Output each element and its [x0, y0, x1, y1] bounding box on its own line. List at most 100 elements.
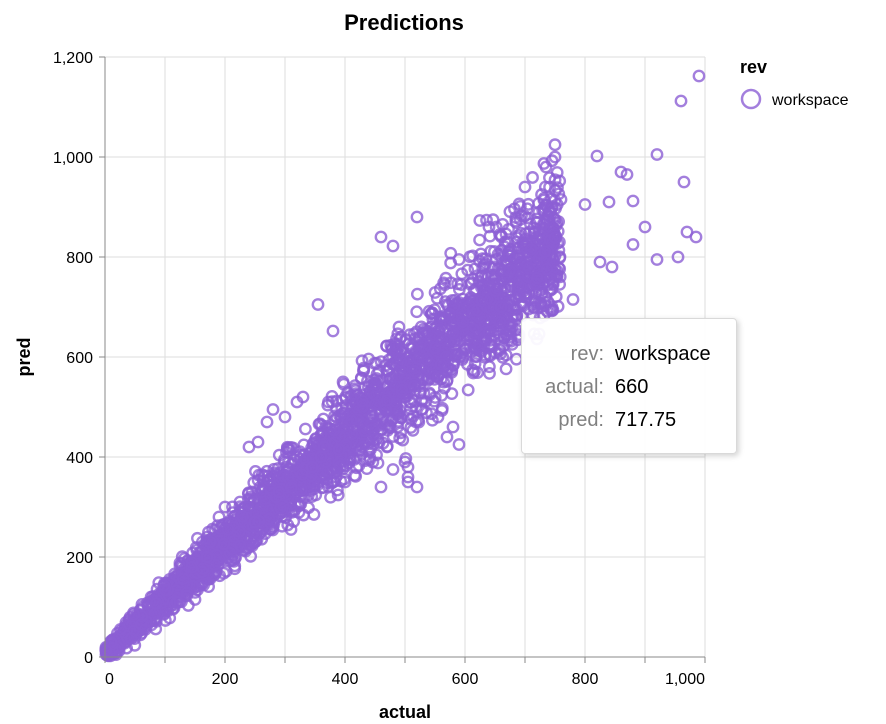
data-point [626, 194, 640, 208]
data-point [425, 407, 438, 421]
data-point [530, 231, 543, 245]
data-point [124, 631, 138, 645]
data-point [395, 383, 409, 397]
data-point [286, 441, 300, 455]
data-point [327, 423, 341, 437]
data-point [114, 622, 127, 636]
data-point [502, 249, 516, 263]
data-point [149, 597, 163, 610]
data-point [339, 459, 353, 473]
data-point [452, 253, 466, 266]
data-point [475, 293, 489, 307]
data-point [389, 339, 403, 352]
data-point [480, 213, 493, 227]
data-point [170, 595, 184, 609]
data-point [602, 195, 616, 209]
data-point [386, 239, 400, 253]
y-tick-label: 200 [66, 550, 93, 567]
tooltip-key-pred: pred: [558, 409, 604, 431]
data-point [349, 469, 363, 483]
data-point [524, 243, 538, 257]
data-point [284, 523, 298, 536]
data-point [407, 327, 421, 341]
data-point [593, 255, 607, 269]
data-point [552, 261, 566, 275]
data-point [578, 198, 592, 211]
data-point [522, 261, 536, 275]
data-point [456, 322, 470, 336]
data-point [638, 220, 652, 234]
data-point [620, 168, 634, 181]
data-point [473, 233, 487, 247]
data-point [394, 355, 408, 369]
data-point [200, 550, 214, 564]
chart-title: Predictions [344, 10, 464, 35]
data-point [482, 325, 496, 339]
data-point [245, 485, 259, 499]
data-point [471, 303, 484, 317]
data-point [284, 481, 298, 495]
data-point [368, 398, 382, 411]
data-point [474, 269, 488, 283]
y-tick-label: 800 [66, 250, 93, 267]
data-point [272, 485, 286, 499]
data-point [188, 593, 202, 606]
data-point [529, 286, 543, 300]
data-point [539, 299, 552, 312]
data-point [336, 406, 350, 420]
data-point [515, 209, 528, 222]
tooltip-value-rev: workspace [615, 343, 711, 365]
data-point [540, 253, 553, 267]
data-point [99, 644, 113, 657]
data-point [410, 480, 424, 494]
data-point [331, 488, 345, 502]
data-point [296, 390, 310, 404]
data-point [410, 287, 424, 301]
data-point [689, 230, 703, 244]
data-point [249, 507, 263, 520]
data-point [332, 443, 346, 456]
data-point [305, 460, 319, 474]
data-point [344, 414, 358, 428]
data-point [406, 341, 420, 355]
data-point [185, 560, 199, 574]
data-point [401, 460, 415, 474]
data-point [357, 363, 370, 377]
data-point [483, 366, 496, 380]
data-point [504, 330, 518, 344]
data-point [295, 468, 309, 482]
data-point [461, 263, 475, 277]
data-point [166, 595, 180, 609]
data-point [192, 579, 206, 593]
data-point [456, 315, 470, 329]
data-point [483, 260, 497, 274]
data-point [428, 286, 442, 299]
data-point [371, 456, 385, 470]
data-point [497, 263, 511, 277]
data-point [127, 608, 141, 621]
data-point [388, 395, 402, 408]
data-point [442, 307, 456, 321]
data-point [311, 298, 325, 311]
data-point [424, 307, 438, 321]
data-point [217, 537, 231, 551]
data-point [365, 423, 379, 437]
data-point [280, 440, 294, 454]
data-point [212, 510, 226, 524]
data-point [502, 222, 515, 236]
data-point [218, 500, 232, 514]
data-point [262, 473, 276, 487]
data-point [380, 440, 394, 454]
data-point [463, 338, 477, 352]
data-point [507, 300, 521, 314]
data-point [454, 278, 468, 291]
data-point [548, 150, 562, 164]
data-point [489, 284, 502, 298]
x-tick-label: 1,000 [665, 671, 705, 688]
data-point [518, 180, 532, 194]
data-point [551, 300, 565, 313]
data-point [410, 305, 424, 319]
data-point [266, 403, 280, 416]
x-tick-label: 200 [212, 671, 239, 688]
